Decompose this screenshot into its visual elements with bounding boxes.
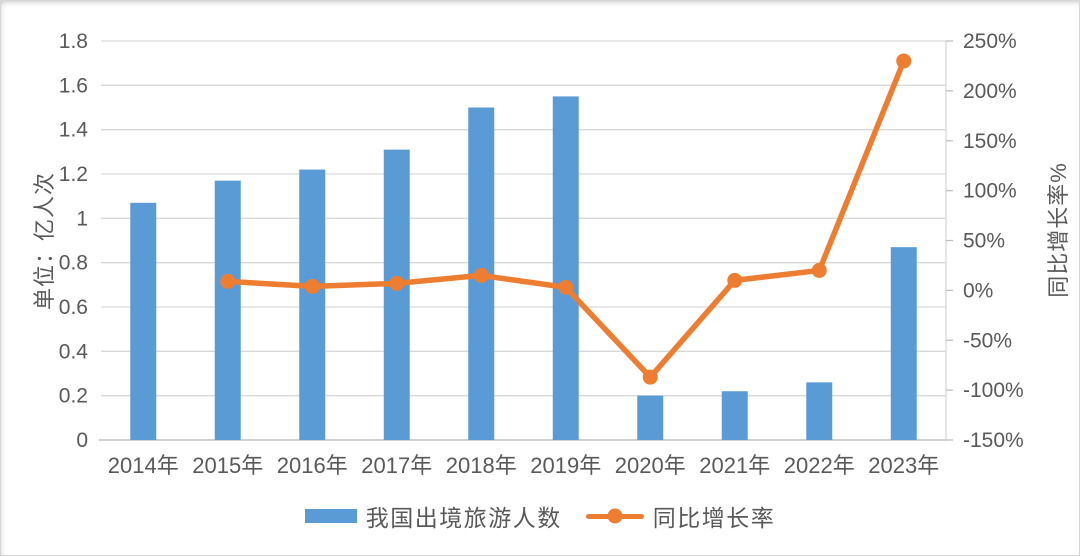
line-point [304,278,320,294]
x-axis-tick-label: 2015年 [192,453,263,478]
bar-series-label: 我国出境旅游人数 [365,505,562,531]
line-point [727,272,743,288]
left-axis-tick-label: 0.2 [59,385,88,408]
bar [637,395,664,440]
bar [383,149,410,440]
line-point [220,273,236,289]
right-axis-tick-label: -150% [963,429,1024,452]
left-axis-tick-label: 0.8 [59,252,88,275]
left-axis-tick-label: 0.4 [59,340,89,363]
line-point [642,369,658,385]
right-axis-tick-label: 200% [963,80,1017,103]
x-axis-tick-label: 2017年 [361,453,432,478]
x-axis-tick-label: 2020年 [615,453,686,478]
right-axis-tick-label: -100% [963,379,1024,402]
x-axis-tick-label: 2019年 [530,453,601,478]
right-axis-tick-label: 150% [963,130,1017,153]
right-axis-tick-label: 100% [963,180,1017,203]
line-point [811,262,827,278]
bar [552,96,579,441]
x-axis-tick-label: 2023年 [868,453,939,478]
x-axis-tick-label: 2018年 [446,453,517,478]
right-axis-tick-label: 50% [963,230,1005,253]
x-axis-tick-label: 2022年 [784,453,855,478]
right-axis-tick-label: 0% [963,279,993,302]
line-point [473,267,489,283]
bar [214,180,241,440]
left-axis-tick-label: 1.4 [59,119,89,142]
bar-series-swatch-icon [304,509,357,523]
line-marker-icon [607,508,623,524]
bar [299,169,326,441]
x-axis-tick-label: 2016年 [277,453,348,478]
bar [721,391,748,440]
line-series-swatch-icon [585,508,644,524]
right-axis-tick-label: 250% [963,30,1017,53]
line-point [896,53,912,69]
left-axis-tick-label: 0.6 [59,296,88,319]
left-axis-tick-label: 1.2 [59,163,88,186]
line-point [558,279,574,295]
x-axis-tick-label: 2021年 [699,453,770,478]
left-axis-tick-label: 0 [76,429,88,452]
left-axis-tick-label: 1.8 [59,30,88,53]
legend-item-line-series: 同比增长率 [585,499,776,533]
line-point [389,275,405,291]
bar [890,247,917,440]
line-series-label: 同比增长率 [652,505,776,531]
chart-legend: 我国出境旅游人数 同比增长率 [1,499,1079,533]
bar [806,382,833,440]
x-axis-tick-label: 2014年 [108,453,179,478]
right-axis-tick-label: -50% [963,329,1012,352]
left-axis-tick-label: 1 [76,207,88,230]
legend-item-bar-series: 我国出境旅游人数 [304,499,562,533]
left-axis-tick-label: 1.6 [59,74,88,97]
bar [130,202,157,440]
